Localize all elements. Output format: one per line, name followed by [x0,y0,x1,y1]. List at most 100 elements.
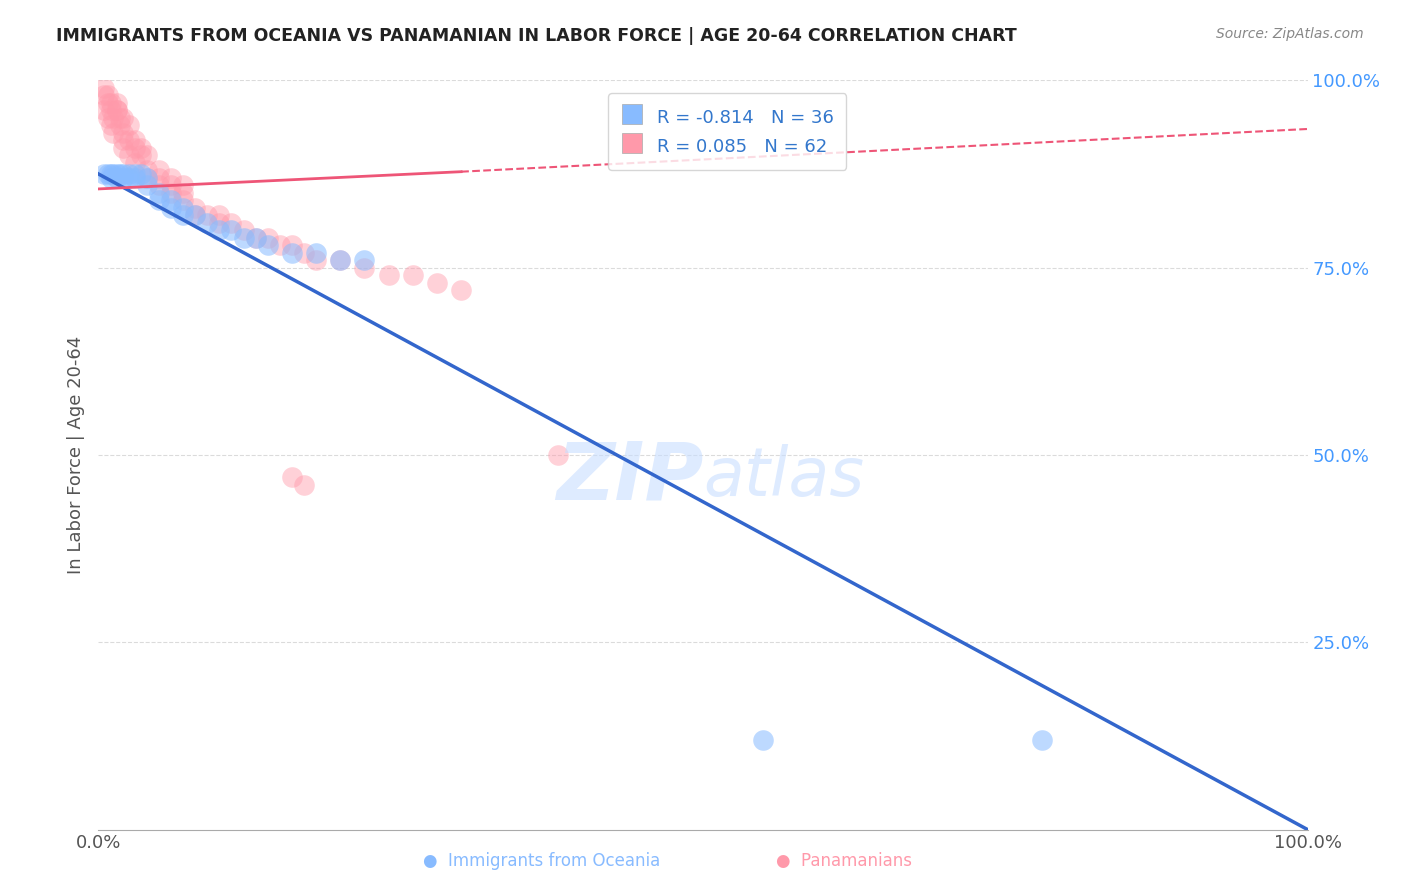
Point [124,155,146,169]
Point [281,238,304,252]
Point [160,186,183,200]
Point [221,223,243,237]
Point [118,167,141,181]
Point [135,163,157,178]
Point [184,208,207,222]
Point [118,133,141,147]
Point [148,163,170,178]
Point [100,167,122,181]
Point [450,283,472,297]
Point [353,260,375,275]
Point [105,95,128,110]
Point [172,193,194,207]
Point [172,186,194,200]
Point [118,170,141,185]
Point [97,95,120,110]
Text: IMMIGRANTS FROM OCEANIA VS PANAMANIAN IN LABOR FORCE | AGE 20-64 CORRELATION CHA: IMMIGRANTS FROM OCEANIA VS PANAMANIAN IN… [56,27,1017,45]
Point [172,178,194,193]
Point [281,245,304,260]
Point [160,170,183,185]
Point [232,223,254,237]
Point [129,167,152,181]
Point [101,126,124,140]
Point [1031,732,1053,747]
Point [160,193,183,207]
Point [93,103,115,118]
Point [105,170,128,185]
Point [148,193,170,207]
Point [184,208,207,222]
Point [402,268,425,282]
Point [101,111,124,125]
Point [129,141,152,155]
Point [111,126,134,140]
Point [305,245,328,260]
Point [426,276,449,290]
Point [256,230,278,244]
Text: ZIP: ZIP [555,438,703,516]
Point [101,167,124,181]
Point [93,88,115,103]
Point [135,178,157,193]
Point [245,230,267,244]
Point [195,216,218,230]
Point [160,178,183,193]
Point [135,170,157,185]
Point [118,118,141,132]
Text: ●  Panamanians: ● Panamanians [776,852,911,870]
Point [100,95,122,110]
Text: Source: ZipAtlas.com: Source: ZipAtlas.com [1216,27,1364,41]
Point [377,268,399,282]
Point [148,186,170,200]
Point [135,148,157,162]
Point [108,118,131,132]
Point [148,178,170,193]
Point [97,167,120,181]
Point [100,118,122,132]
Point [124,170,146,185]
Point [292,245,315,260]
Point [118,148,141,162]
Point [329,253,352,268]
Point [100,170,122,185]
Point [353,253,375,268]
Point [269,238,291,252]
Point [108,167,131,181]
Point [129,148,152,162]
Point [208,216,231,230]
Point [547,448,569,462]
Point [97,88,120,103]
Point [172,208,194,222]
Point [111,111,134,125]
Point [124,141,146,155]
Point [160,201,183,215]
Point [752,732,775,747]
Point [93,167,115,181]
Point [111,133,134,147]
Point [100,103,122,118]
Point [305,253,328,268]
Point [172,201,194,215]
Point [93,80,115,95]
Point [292,478,315,492]
Point [195,208,218,222]
Point [208,223,231,237]
Text: ●  Immigrants from Oceania: ● Immigrants from Oceania [423,852,659,870]
Point [111,141,134,155]
Text: atlas: atlas [703,444,865,510]
Point [232,230,254,244]
Point [148,170,170,185]
Point [124,167,146,181]
Point [105,167,128,181]
Point [97,111,120,125]
Legend: R = -0.814   N = 36, R = 0.085   N = 62: R = -0.814 N = 36, R = 0.085 N = 62 [607,93,846,169]
Point [256,238,278,252]
Point [221,216,243,230]
Point [329,253,352,268]
Point [245,230,267,244]
Point [281,470,304,484]
Point [105,103,128,118]
Point [208,208,231,222]
Point [111,167,134,181]
Point [124,133,146,147]
